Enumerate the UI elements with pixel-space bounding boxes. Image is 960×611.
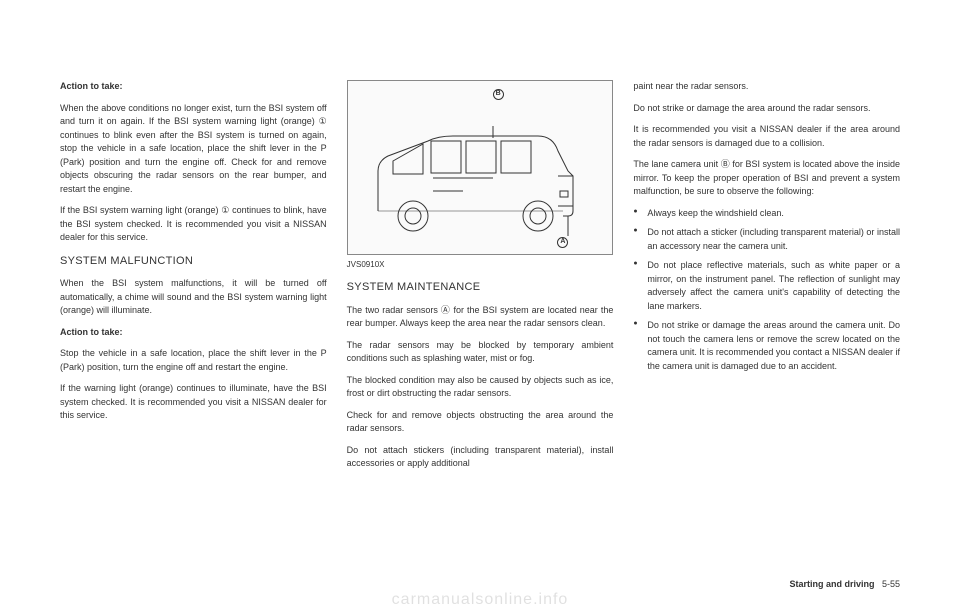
paragraph: If the warning light (orange) continues … <box>60 382 327 423</box>
paragraph: Stop the vehicle in a safe location, pla… <box>60 347 327 374</box>
paragraph: Do not strike or damage the area around … <box>633 102 900 116</box>
list-item: Do not strike or damage the areas around… <box>633 319 900 373</box>
action-heading-1: Action to take: <box>60 80 327 94</box>
paragraph: When the BSI system malfunctions, it wil… <box>60 277 327 318</box>
paragraph: Do not attach stickers (including transp… <box>347 444 614 471</box>
figure-label: JVS0910X <box>347 259 614 271</box>
page-footer: Starting and driving 5-55 <box>789 579 900 589</box>
paragraph: Check for and remove objects obstructing… <box>347 409 614 436</box>
section-heading: SYSTEM MALFUNCTION <box>60 253 327 270</box>
bullet-list: Always keep the windshield clean. Do not… <box>633 207 900 374</box>
page-number: 5-55 <box>882 579 900 589</box>
vehicle-diagram: B A <box>347 80 614 255</box>
paragraph: The lane camera unit Ⓑ for BSI system is… <box>633 158 900 199</box>
list-item: Always keep the windshield clean. <box>633 207 900 221</box>
section-heading: SYSTEM MAINTENANCE <box>347 279 614 296</box>
label-a-badge: A <box>557 237 568 248</box>
paragraph: It is recommended you visit a NISSAN dea… <box>633 123 900 150</box>
label-b-badge: B <box>493 89 504 100</box>
paragraph: The two radar sensors Ⓐ for the BSI syst… <box>347 304 614 331</box>
list-item: Do not place reflective materials, such … <box>633 259 900 313</box>
column-1: Action to take: When the above condition… <box>60 80 327 479</box>
section-name: Starting and driving <box>789 579 874 589</box>
paragraph: When the above conditions no longer exis… <box>60 102 327 197</box>
paragraph: The blocked condition may also be caused… <box>347 374 614 401</box>
column-2: B A JVS0910X SYSTEM MAINTENANCE The two … <box>347 80 614 479</box>
list-item: Do not attach a sticker (including trans… <box>633 226 900 253</box>
paragraph: The radar sensors may be blocked by temp… <box>347 339 614 366</box>
page-container: Action to take: When the above condition… <box>0 0 960 509</box>
suv-illustration-icon <box>363 116 598 246</box>
column-3: paint near the radar sensors. Do not str… <box>633 80 900 479</box>
action-heading-2: Action to take: <box>60 326 327 340</box>
paragraph: If the BSI system warning light (orange)… <box>60 204 327 245</box>
paragraph: paint near the radar sensors. <box>633 80 900 94</box>
watermark: carmanualsonline.info <box>0 591 960 609</box>
